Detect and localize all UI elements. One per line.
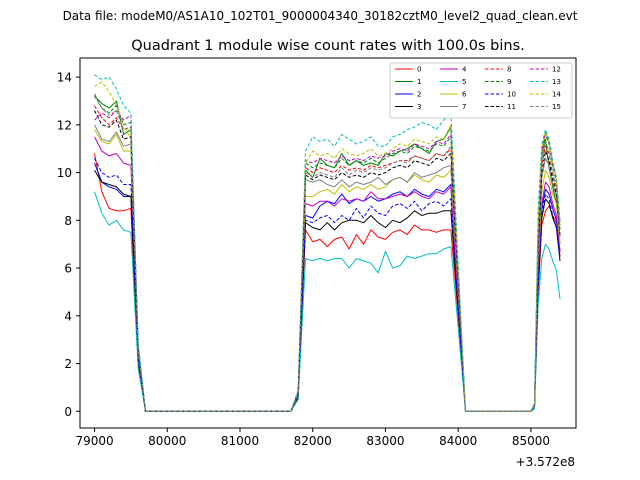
y-tick-label: 2 — [64, 357, 72, 371]
series-line-14 — [94, 81, 561, 412]
x-tick-label: 82000 — [294, 434, 332, 448]
figure-suptitle: Data file: modeM0/AS1A10_102T01_90000043… — [63, 9, 578, 23]
x-tick-label: 81000 — [221, 434, 259, 448]
legend-label-3: 3 — [417, 103, 421, 111]
y-tick-label: 10 — [57, 166, 72, 180]
legend-label-10: 10 — [507, 91, 516, 99]
y-axis: 0 2 4 6 8 10 12 14 — [57, 71, 80, 419]
plot-area — [79, 57, 577, 429]
legend-label-7: 7 — [462, 103, 466, 111]
chart-title: Quadrant 1 module wise count rates with … — [131, 38, 525, 54]
series-lines — [94, 74, 561, 412]
x-axis: 79000 80000 81000 82000 83000 84000 85000 — [75, 428, 550, 448]
axes-frame — [79, 57, 577, 429]
x-tick-label: 84000 — [439, 434, 477, 448]
legend-label-13: 13 — [552, 78, 561, 86]
legend-label-2: 2 — [417, 91, 421, 99]
series-line-15 — [94, 95, 561, 412]
y-tick-label: 0 — [64, 405, 72, 419]
legend-label-5: 5 — [462, 78, 466, 86]
x-offset-label: +3.572e8 — [516, 455, 575, 469]
y-tick-label: 6 — [64, 262, 72, 276]
y-tick-label: 12 — [57, 118, 72, 132]
legend-label-9: 9 — [507, 78, 511, 86]
legend-label-8: 8 — [507, 66, 511, 74]
x-tick-label: 83000 — [366, 434, 404, 448]
legend-label-6: 6 — [462, 91, 467, 99]
legend-box — [389, 62, 573, 119]
y-tick-label: 14 — [57, 71, 72, 85]
x-tick-label: 79000 — [75, 434, 113, 448]
legend-label-1: 1 — [417, 78, 421, 86]
y-tick-label: 8 — [64, 214, 72, 228]
x-tick-label: 85000 — [512, 434, 550, 448]
legend-label-12: 12 — [552, 66, 561, 74]
legend-label-14: 14 — [552, 91, 561, 99]
y-tick-label: 4 — [64, 309, 72, 323]
x-tick-label: 80000 — [148, 434, 186, 448]
legend-label-0: 0 — [417, 66, 421, 74]
series-line-13 — [94, 74, 561, 412]
legend-label-15: 15 — [552, 103, 561, 111]
legend-label-4: 4 — [462, 66, 467, 74]
legend-label-11: 11 — [507, 103, 516, 111]
